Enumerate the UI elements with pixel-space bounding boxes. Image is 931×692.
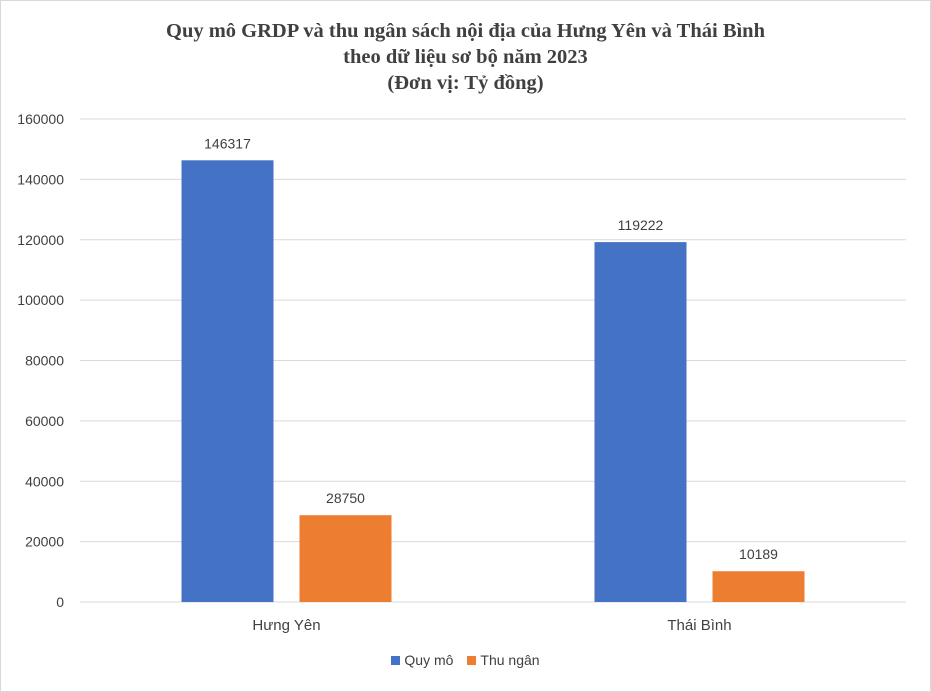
legend-item-thu-ngan: Thu ngân bbox=[467, 652, 540, 668]
legend-item-quy-mo: Quy mô bbox=[391, 652, 453, 668]
y-tick-label: 40000 bbox=[25, 473, 64, 489]
y-tick-label: 60000 bbox=[25, 413, 64, 429]
bar bbox=[299, 515, 392, 602]
chart-title-line-1: Quy mô GRDP và thu ngân sách nội địa của… bbox=[166, 20, 765, 42]
chart-title-line-2: theo dữ liệu sơ bộ năm 2023 bbox=[343, 46, 588, 68]
y-tick-label: 20000 bbox=[25, 534, 64, 550]
bar bbox=[712, 571, 805, 602]
data-label: 146317 bbox=[204, 135, 251, 151]
y-tick-label: 0 bbox=[56, 594, 64, 610]
chart-title: Quy mô GRDP và thu ngân sách nội địa của… bbox=[0, 18, 931, 96]
data-label: 10189 bbox=[739, 546, 778, 562]
x-tick-label: Thái Bình bbox=[667, 617, 731, 634]
chart-title-line-3: (Đơn vị: Tỷ đồng) bbox=[387, 72, 544, 94]
legend-swatch-quy-mo bbox=[391, 655, 401, 665]
x-tick-label: Hưng Yên bbox=[252, 617, 320, 634]
y-tick-label: 80000 bbox=[25, 353, 64, 369]
legend-swatch-thu-ngan bbox=[467, 655, 477, 665]
bars bbox=[181, 160, 805, 603]
legend-label-quy-mo: Quy mô bbox=[404, 652, 454, 668]
data-label: 119222 bbox=[618, 217, 664, 233]
data-label: 28750 bbox=[326, 490, 365, 506]
y-tick-label: 100000 bbox=[17, 292, 64, 308]
bar bbox=[594, 242, 687, 603]
y-tick-label: 120000 bbox=[17, 232, 64, 248]
legend: Quy mô Thu ngân bbox=[0, 652, 931, 668]
y-tick-label: 160000 bbox=[17, 111, 64, 127]
data-labels: 146317 28750 119222 10189 bbox=[204, 135, 778, 562]
legend-label-thu-ngan: Thu ngân bbox=[480, 652, 540, 668]
x-axis: Hưng Yên Thái Bình bbox=[252, 617, 731, 634]
y-tick-label: 140000 bbox=[17, 171, 64, 187]
bar bbox=[181, 160, 274, 603]
y-axis: 0 20000 40000 60000 80000 100000 120000 140000 1… bbox=[17, 111, 64, 610]
